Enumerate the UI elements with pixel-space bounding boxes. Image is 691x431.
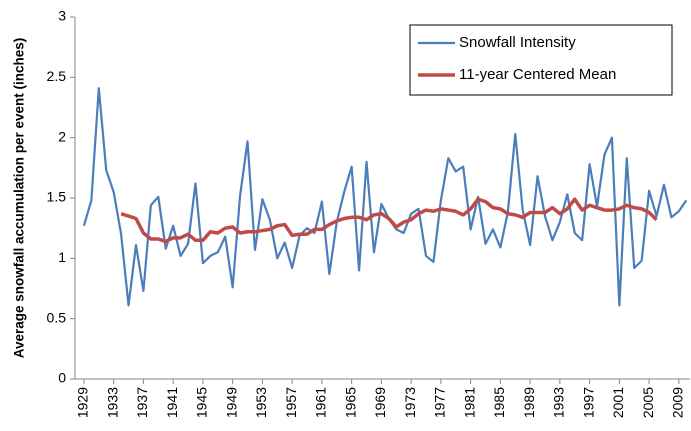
series-line xyxy=(82,87,688,307)
x-tick-label: 1973 xyxy=(402,387,418,418)
x-tick-label: 2009 xyxy=(670,387,686,418)
x-tick-label: 1977 xyxy=(432,387,448,418)
legend-label: 11-year Centered Mean xyxy=(459,66,616,83)
y-tick-label: 3 xyxy=(58,8,66,24)
x-tick-label: 2001 xyxy=(610,387,626,418)
legend-box xyxy=(409,24,673,96)
series-line xyxy=(120,197,658,244)
y-tick-label: 0 xyxy=(58,370,66,386)
x-tick-label: 1969 xyxy=(372,387,388,418)
y-axis-label: Average snowfall accumulation per event … xyxy=(12,38,27,359)
x-tick-label: 1957 xyxy=(283,387,299,418)
x-tick-label: 1997 xyxy=(580,387,596,418)
y-tick-label: 1.5 xyxy=(47,189,67,205)
x-tick-label: 1945 xyxy=(194,387,210,418)
x-tick-label: 1949 xyxy=(223,387,239,418)
x-tick-label: 1941 xyxy=(164,387,180,418)
x-tick-label: 1929 xyxy=(75,387,91,418)
x-tick-label: 1993 xyxy=(551,387,567,418)
x-tick-label: 1937 xyxy=(134,387,150,418)
x-tick-label: 1953 xyxy=(253,387,269,418)
legend: Snowfall Intensity 11-year Centered Mean xyxy=(409,24,673,96)
y-tick-label: 0.5 xyxy=(47,309,67,325)
y-tick-label: 1 xyxy=(58,249,66,265)
x-tick-label: 1989 xyxy=(521,387,537,418)
x-tick-label: 1961 xyxy=(313,387,329,418)
legend-label: Snowfall Intensity xyxy=(459,34,576,51)
y-tick-label: 2.5 xyxy=(47,68,67,84)
y-tick-label: 2 xyxy=(58,128,66,144)
x-tick-label: 1985 xyxy=(491,387,507,418)
x-tick-label: 1933 xyxy=(104,387,120,418)
x-tick-label: 1981 xyxy=(461,387,477,418)
x-tick-label: 2005 xyxy=(640,387,656,418)
x-tick-label: 1965 xyxy=(342,387,358,418)
